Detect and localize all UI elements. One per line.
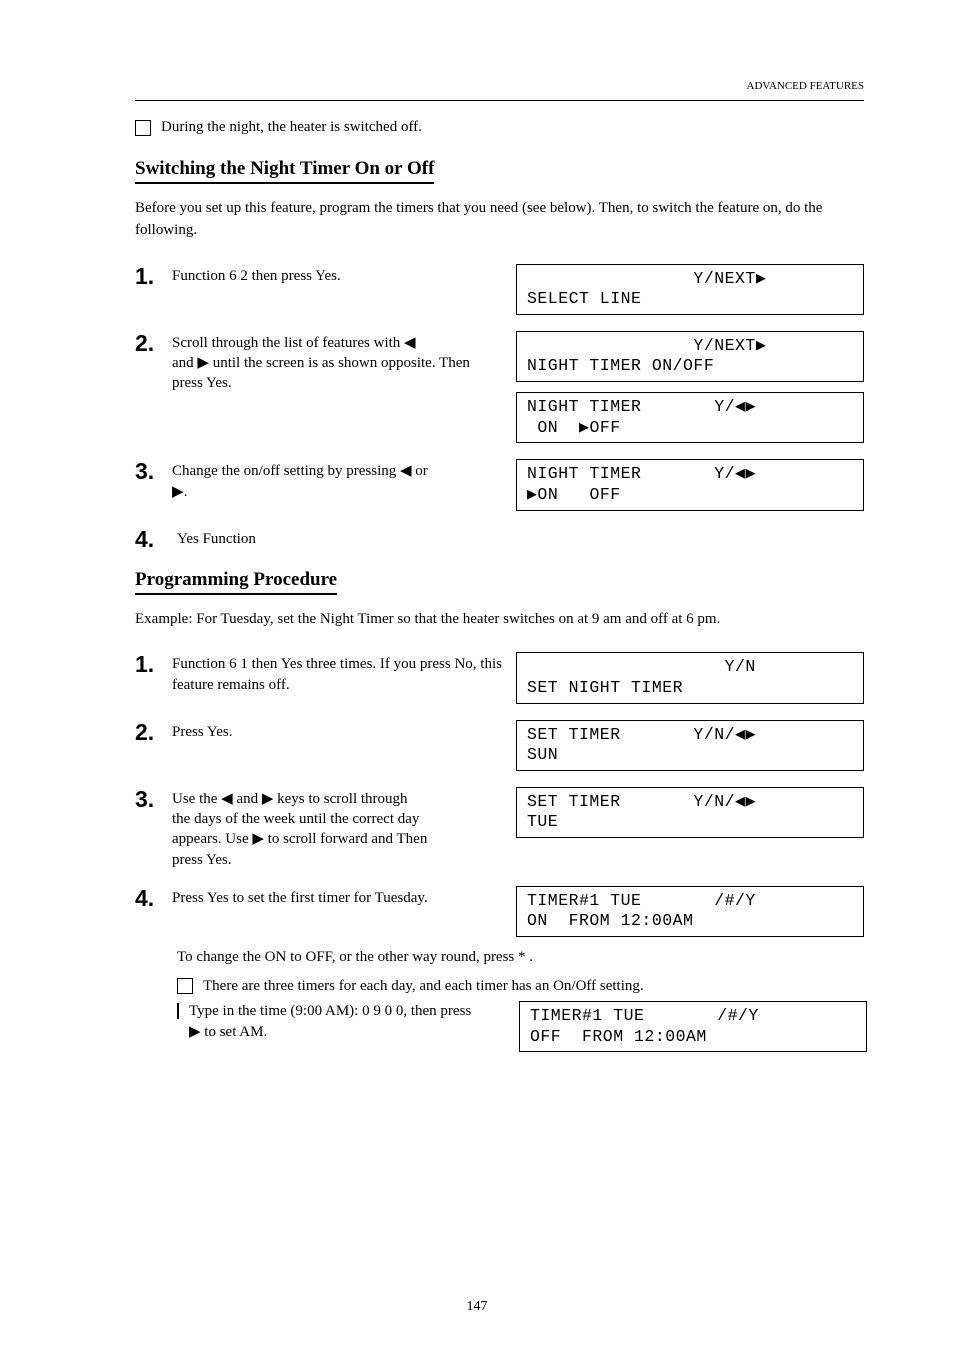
lcd-line2: SUN	[527, 745, 558, 764]
step-number: 2.	[135, 720, 158, 744]
step-2: 2. Press Yes. SET TIMER Y/N/◀▶ SUN	[135, 720, 864, 771]
step-number: 2.	[135, 331, 158, 355]
step-number: 1.	[135, 264, 158, 288]
running-header: ADVANCED FEATURES	[135, 80, 864, 92]
lcd-line1: Y/NEXT▶	[527, 336, 766, 355]
lcd-line1: TIMER#1 TUE /#/Y	[530, 1006, 759, 1025]
lcd-line2: TUE	[527, 812, 558, 831]
lcd-display: NIGHT TIMER Y/◀▶ ON ▶OFF	[516, 392, 864, 443]
lcd-display: Y/N SET NIGHT TIMER	[516, 652, 864, 703]
step-number: 4.	[135, 527, 163, 551]
step-1: 1. Function 6 2 then press Yes. Y/NEXT▶ …	[135, 264, 864, 315]
sub-note-1: There are three timers for each day, and…	[177, 976, 864, 997]
page-number: 147	[0, 1299, 954, 1315]
lcd-line1: NIGHT TIMER Y/◀▶	[527, 397, 756, 416]
step-4: 4. Yes Function	[135, 527, 864, 551]
lcd-display: SET TIMER Y/N/◀▶ SUN	[516, 720, 864, 771]
step-text: Scroll through the list of features with…	[172, 331, 502, 394]
sub-note-2: Type in the time (9:00 AM): 0 9 0 0, the…	[177, 1001, 864, 1052]
lcd-display: Y/NEXT▶ NIGHT TIMER ON/OFF	[516, 331, 864, 382]
lcd-line2: OFF FROM 12:00AM	[530, 1027, 707, 1046]
lcd-line2: ▶ON OFF	[527, 485, 621, 504]
step-text: Function 6 2 then press Yes.	[172, 264, 502, 286]
step-number: 3.	[135, 459, 158, 483]
step-number: 3.	[135, 787, 158, 811]
step-text: Press Yes.	[172, 720, 502, 742]
page: ADVANCED FEATURES During the night, the …	[0, 0, 954, 1351]
step-text: Press Yes to set the first timer for Tue…	[172, 886, 502, 908]
lcd-display: SET TIMER Y/N/◀▶ TUE	[516, 787, 864, 838]
lcd-line2: NIGHT TIMER ON/OFF	[527, 356, 714, 375]
lcd-line1: Y/NEXT▶	[527, 269, 766, 288]
lcd-line1: SET TIMER Y/N/◀▶	[527, 792, 756, 811]
sub-note-text: There are three timers for each day, and…	[203, 976, 864, 997]
lcd-display: Y/NEXT▶ SELECT LINE	[516, 264, 864, 315]
after-step4-text: To change the ON to OFF, or the other wa…	[177, 947, 864, 968]
section1-steps: 1. Function 6 2 then press Yes. Y/NEXT▶ …	[135, 264, 864, 551]
step3-pre: Change the on/off setting by pressing ◀ …	[172, 463, 428, 479]
right-triangle-icon: ▶.	[172, 483, 188, 500]
step-text: Yes Function	[177, 527, 864, 549]
section2-steps: 1. Function 6 1 then Yes three times. If…	[135, 652, 864, 937]
top-note-text: During the night, the heater is switched…	[161, 119, 422, 136]
lcd-display: NIGHT TIMER Y/◀▶ ▶ON OFF	[516, 459, 864, 510]
s2-step3-l2: the days of the week until the correct d…	[172, 811, 419, 827]
s2-step3-l1: Use the ◀ and ▶ keys to scroll through	[172, 791, 408, 807]
checkbox-icon	[177, 978, 193, 994]
header-rule	[135, 100, 864, 101]
top-note: During the night, the heater is switched…	[135, 119, 864, 136]
step-number: 1.	[135, 652, 158, 676]
lcd-line1: NIGHT TIMER Y/◀▶	[527, 464, 756, 483]
step-text: Function 6 1 then Yes three times. If yo…	[172, 652, 502, 695]
checkbox-icon	[177, 1003, 179, 1019]
lcd-line2: SELECT LINE	[527, 289, 641, 308]
s2-step3-l4: press Yes.	[172, 852, 232, 868]
lcd-display: TIMER#1 TUE /#/Y ON FROM 12:00AM	[516, 886, 864, 937]
lcd-line1: Y/N	[527, 657, 756, 676]
lcd-line2: SET NIGHT TIMER	[527, 678, 683, 697]
step-3: 3. Change the on/off setting by pressing…	[135, 459, 864, 510]
section-night-timer-onoff: Switching the Night Timer On or Off Befo…	[135, 158, 864, 551]
step-4: 4. Press Yes to set the first timer for …	[135, 886, 864, 937]
sub-note2-l1: Type in the time (9:00 AM): 0 9 0 0, the…	[189, 1003, 471, 1019]
lcd-display: TIMER#1 TUE /#/Y OFF FROM 12:00AM	[519, 1001, 867, 1052]
section-programming-procedure: Programming Procedure Example: For Tuesd…	[135, 569, 864, 1053]
s2-step3-l3: appears. Use ▶ to scroll forward and The…	[172, 831, 427, 847]
lcd-line1: TIMER#1 TUE /#/Y	[527, 891, 756, 910]
section1-intro: Before you set up this feature, program …	[135, 198, 864, 242]
step-1: 1. Function 6 1 then Yes three times. If…	[135, 652, 864, 703]
lcd-line2: ON FROM 12:00AM	[527, 911, 693, 930]
step2-line2: and ▶ until the screen is as shown oppos…	[172, 355, 470, 391]
step2-line1: Scroll through the list of features with…	[172, 335, 416, 351]
lcd-line1: SET TIMER Y/N/◀▶	[527, 725, 756, 744]
step-number: 4.	[135, 886, 158, 910]
lcd-line2: ON ▶OFF	[527, 418, 621, 437]
section-title: Switching the Night Timer On or Off	[135, 158, 434, 184]
step-3: 3. Use the ◀ and ▶ keys to scroll throug…	[135, 787, 864, 870]
step-text: Use the ◀ and ▶ keys to scroll through t…	[172, 787, 502, 870]
sub-note2-l2: ▶ to set AM.	[189, 1024, 267, 1040]
step-text: Change the on/off setting by pressing ◀ …	[172, 459, 502, 502]
section-title: Programming Procedure	[135, 569, 337, 595]
checkbox-icon	[135, 120, 151, 136]
section2-intro: Example: For Tuesday, set the Night Time…	[135, 609, 864, 631]
sub-note-text: Type in the time (9:00 AM): 0 9 0 0, the…	[189, 1001, 509, 1043]
step-2: 2. Scroll through the list of features w…	[135, 331, 864, 444]
